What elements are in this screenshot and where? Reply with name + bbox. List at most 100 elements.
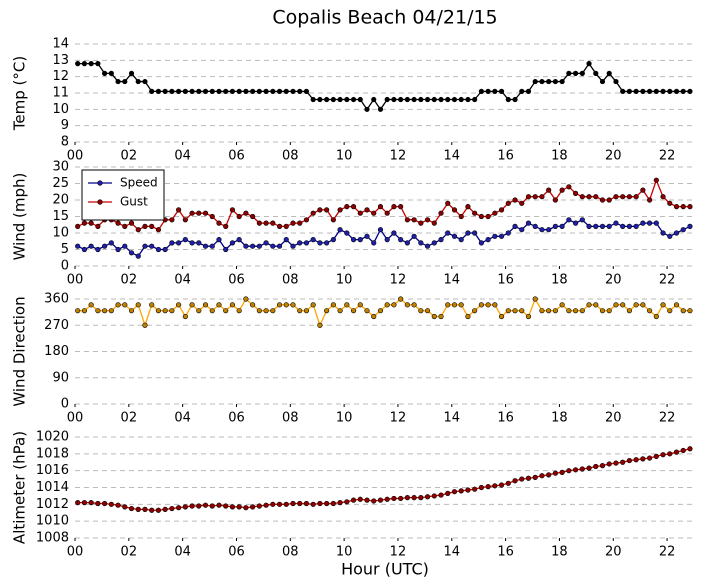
data-point — [613, 460, 619, 466]
series-line — [77, 178, 690, 231]
data-point — [384, 496, 390, 502]
data-point — [404, 495, 410, 501]
data-point — [330, 500, 336, 507]
data-point — [552, 197, 558, 203]
data-point — [579, 308, 585, 314]
data-point — [660, 302, 666, 308]
data-point — [667, 200, 673, 206]
data-point — [687, 446, 693, 452]
data-point — [135, 78, 141, 85]
data-point — [458, 213, 464, 220]
data-point — [236, 504, 242, 510]
data-point — [411, 96, 417, 103]
data-point — [317, 322, 323, 328]
data-point — [243, 505, 249, 511]
data-point — [357, 496, 363, 502]
data-point — [122, 78, 128, 85]
data-point — [250, 504, 256, 510]
y-tick-label: 12 — [52, 69, 69, 84]
legend-marker — [97, 180, 103, 186]
data-point — [485, 302, 491, 308]
data-point — [539, 308, 545, 314]
data-point — [626, 223, 633, 229]
data-point — [519, 476, 525, 482]
data-point — [196, 88, 202, 94]
data-point — [559, 223, 565, 229]
data-point — [122, 243, 128, 249]
data-point — [202, 502, 209, 508]
y-tick-label: 20 — [52, 193, 69, 208]
data-point — [438, 492, 444, 498]
x-tick-label: 20 — [605, 545, 622, 560]
data-point — [626, 308, 633, 314]
series-line — [77, 448, 691, 511]
data-point — [88, 243, 94, 249]
y-tick-label: 11 — [52, 86, 69, 101]
data-point — [202, 210, 209, 216]
data-point — [478, 240, 484, 246]
data-point — [667, 233, 673, 239]
data-point — [606, 223, 612, 229]
data-point — [236, 88, 242, 94]
data-point — [324, 500, 330, 507]
data-point — [478, 484, 484, 491]
y-tick-label: 180 — [44, 344, 69, 359]
series-line — [77, 297, 690, 328]
data-point — [384, 237, 390, 243]
data-point — [142, 78, 148, 85]
data-point — [263, 308, 269, 314]
data-point — [458, 96, 464, 103]
data-point — [337, 207, 343, 213]
data-point — [142, 223, 148, 229]
data-point — [465, 487, 471, 493]
data-point — [337, 227, 343, 233]
data-point — [122, 223, 128, 229]
data-point — [122, 302, 128, 308]
data-point — [451, 302, 458, 308]
data-point — [593, 302, 599, 308]
data-point — [613, 302, 619, 308]
data-point — [256, 88, 262, 94]
x-tick-label: 04 — [174, 411, 191, 426]
data-point — [283, 501, 289, 507]
x-tick-label: 06 — [228, 545, 245, 560]
x-tick-label: 02 — [121, 149, 138, 164]
y-tick-label: 25 — [52, 176, 69, 191]
data-point — [142, 322, 148, 328]
data-point — [492, 88, 498, 94]
data-point — [115, 246, 121, 253]
data-point — [418, 96, 424, 103]
data-point — [243, 210, 249, 216]
series-line — [77, 62, 690, 111]
data-point — [451, 489, 458, 495]
data-point — [552, 78, 558, 85]
data-point — [640, 220, 646, 226]
data-point — [653, 177, 659, 183]
data-point — [75, 223, 81, 229]
data-point — [236, 308, 242, 314]
data-point — [566, 184, 572, 190]
x-tick-label: 02 — [121, 545, 138, 560]
data-point — [404, 96, 410, 103]
x-tick-label: 18 — [551, 545, 568, 560]
data-point — [135, 227, 141, 233]
data-point — [586, 60, 592, 67]
x-tick-label: 20 — [605, 149, 622, 164]
data-point — [445, 302, 451, 308]
legend: Speed Gust — [81, 169, 165, 221]
data-point — [525, 220, 532, 226]
data-point — [680, 447, 686, 454]
y-tick-label: 14 — [52, 37, 69, 52]
data-point — [599, 308, 606, 314]
data-point — [633, 457, 639, 463]
data-point — [350, 497, 357, 503]
data-point — [586, 465, 592, 471]
data-point — [586, 194, 592, 200]
data-point — [357, 237, 363, 243]
data-point — [485, 213, 491, 220]
data-point — [478, 302, 484, 308]
data-point — [216, 502, 222, 508]
data-point — [108, 501, 114, 507]
data-point — [350, 308, 357, 314]
data-point — [424, 96, 431, 103]
